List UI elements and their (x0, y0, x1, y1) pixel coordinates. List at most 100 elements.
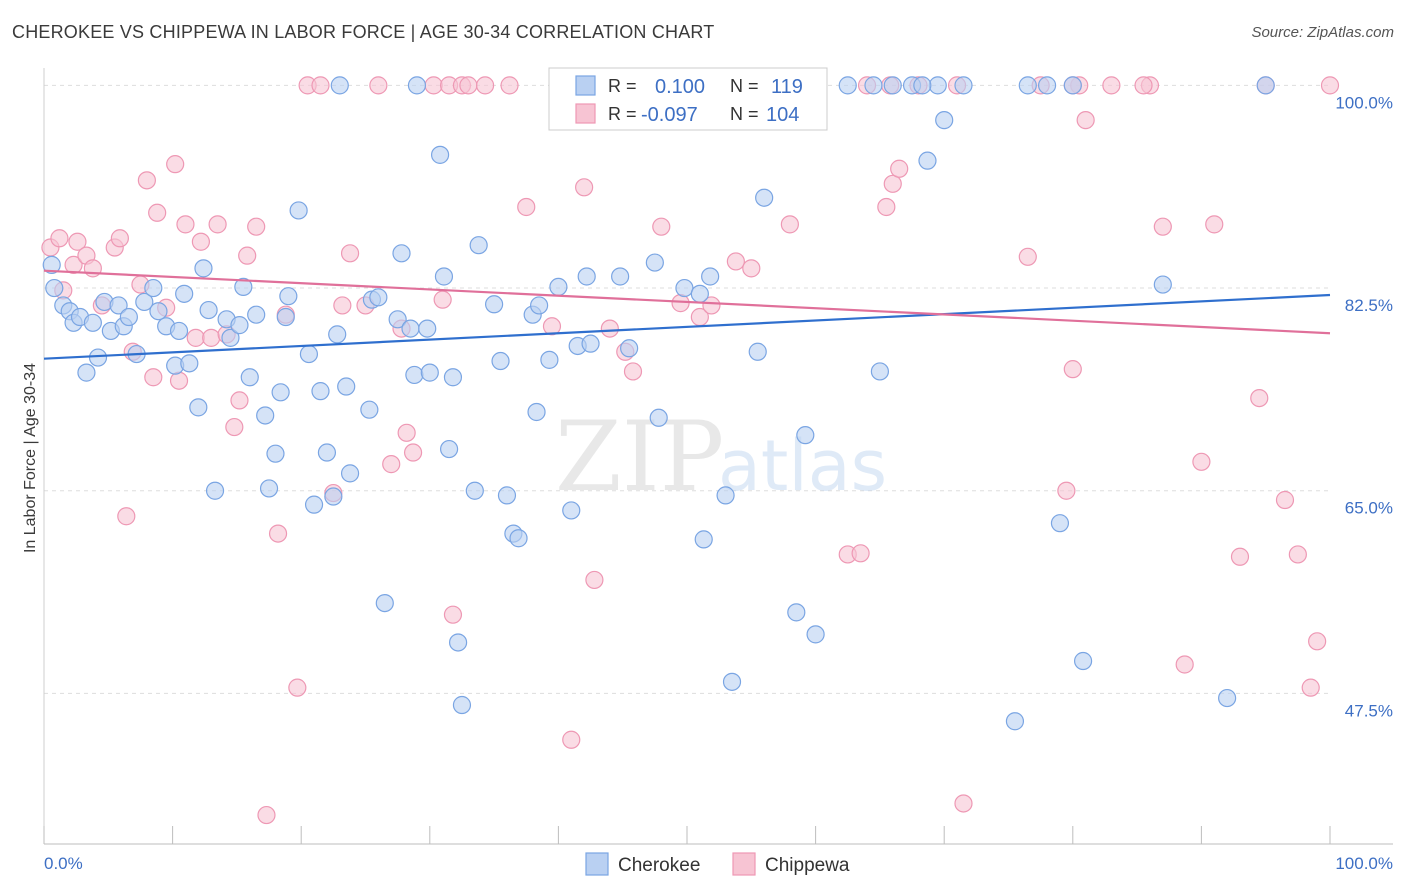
chippewa-point (117, 507, 136, 526)
chippewa-point (726, 252, 745, 271)
legend-n-label-1: N = (730, 76, 759, 96)
cherokee-point (465, 481, 484, 500)
chippewa-point (575, 178, 594, 197)
chippewa-point (1308, 632, 1327, 651)
cherokee-point (838, 76, 857, 95)
chippewa-point (890, 159, 909, 178)
axes (43, 68, 1393, 845)
chippewa-point (397, 423, 416, 442)
cherokee-point (448, 633, 468, 652)
cherokee-point (434, 267, 454, 286)
chippewa-point (1076, 111, 1095, 130)
cherokee-point (230, 316, 249, 335)
y-tick-label: 65.0% (1345, 499, 1393, 518)
cherokee-point (42, 255, 61, 274)
cherokee-point (330, 76, 349, 95)
cherokee-point (864, 76, 883, 95)
cherokee-point (716, 486, 735, 505)
cherokee-point (928, 76, 947, 95)
cherokee-point (540, 350, 559, 369)
cherokee-point (443, 368, 463, 387)
chippewa-point (176, 215, 195, 234)
cherokee-point (205, 481, 225, 500)
cherokee-point (324, 487, 343, 506)
cherokee-point (311, 382, 330, 401)
cherokee-point (420, 363, 439, 382)
cherokee-point (144, 278, 163, 298)
cherokee-point (581, 334, 600, 353)
chippewa-point (268, 524, 288, 543)
cherokee-point (234, 277, 253, 297)
cherokee-point (1218, 688, 1237, 708)
chippewa-point (1153, 217, 1172, 236)
legend-n-value-1: 119 (771, 76, 803, 98)
cherokee-point (722, 672, 742, 691)
cherokee-point (340, 464, 360, 483)
chippewa-point (68, 232, 87, 251)
cherokee-point (913, 76, 932, 95)
cherokee-point (221, 328, 240, 347)
cherokee-point (1063, 76, 1082, 95)
cherokee-point (1018, 76, 1037, 95)
chippewa-point (311, 76, 330, 95)
chippewa-point (475, 76, 495, 95)
cherokee-point (401, 319, 420, 338)
bottom-legend: Cherokee Chippewa (585, 852, 850, 876)
chippewa-point (1250, 388, 1269, 408)
chippewa-point (191, 232, 210, 251)
chippewa-point (230, 391, 249, 410)
cherokee-point (549, 277, 568, 297)
cherokee-point (317, 443, 337, 462)
legend-swatch-cherokee (575, 75, 596, 96)
cherokee-point (611, 267, 630, 286)
chippewa-point (600, 319, 619, 338)
legend-n-label-2: N = (730, 104, 759, 124)
cherokee-point (562, 501, 581, 520)
cherokee-point (649, 408, 668, 427)
legend-r-value-1: 0.100 (655, 76, 705, 98)
cherokee-point (701, 267, 720, 286)
chippewa-point (1134, 76, 1153, 95)
chippewa-point (542, 317, 562, 336)
chippewa-point (517, 197, 536, 217)
cherokee-point (299, 344, 319, 364)
chippewa-point (333, 296, 352, 315)
cherokee-point (430, 145, 450, 164)
cherokee-point (259, 479, 279, 498)
cherokee-point (328, 325, 347, 344)
cherokee-point (954, 76, 973, 95)
chippewa-point (1192, 452, 1211, 471)
legend-box: R = 0.100 N = 119 R = -0.097 N = 104 (548, 67, 828, 131)
chippewa-point (202, 328, 221, 347)
cherokee-point (491, 351, 510, 371)
chippewa-point (623, 362, 643, 381)
legend-n-value-2: 104 (766, 104, 799, 126)
y-tick-label: 100.0% (1335, 93, 1393, 112)
cherokee-point (88, 348, 108, 367)
chippewa-point (382, 455, 401, 474)
cherokee-point (369, 288, 388, 307)
chippewa-point (1175, 655, 1194, 674)
legend-swatch-chippewa (575, 103, 596, 124)
cherokee-point (119, 307, 138, 327)
cherokee-point (360, 400, 379, 419)
chippewa-point (137, 171, 156, 190)
chippewa-point (369, 76, 388, 95)
chippewa-point (110, 229, 129, 248)
chart-title: CHEROKEE VS CHIPPEWA IN LABOR FORCE | AG… (12, 22, 715, 42)
chippewa-point (288, 678, 307, 697)
cherokee-point (1050, 514, 1070, 533)
cherokee-point (645, 253, 664, 272)
chippewa-point (403, 443, 423, 462)
bottom-legend-swatch-chippewa (732, 852, 756, 876)
chippewa-point (562, 730, 581, 749)
chippewa-point (50, 229, 69, 248)
cherokee-point (530, 296, 549, 315)
cherokee-point (796, 426, 815, 445)
chippewa-point (1301, 678, 1320, 697)
cherokee-point (469, 236, 488, 255)
cherokee-point (194, 259, 213, 278)
chippewa-point (671, 294, 690, 313)
cherokee-point (439, 439, 459, 459)
chippewa-point (1230, 547, 1250, 566)
